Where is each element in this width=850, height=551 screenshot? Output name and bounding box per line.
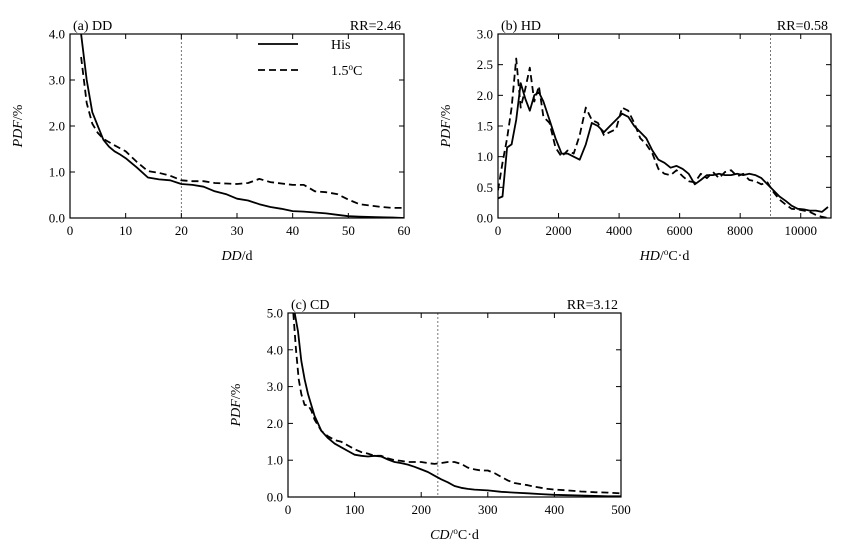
rr-label: RR=0.58 [777,19,828,34]
y-tick-label: 3.0 [477,27,493,42]
plot-frame [287,312,622,498]
x-tick-label: 300 [478,502,498,517]
x-axis-label: CD/oC·d [430,526,479,543]
y-axis-label: PDF/% [11,104,26,148]
y-tick-label: 3.0 [49,73,65,88]
x-tick-label: 6000 [667,223,693,238]
series-line-warming [80,56,404,209]
x-axis-label: DD/d [220,249,252,264]
x-tick-label: 4000 [606,223,632,238]
x-tick-label: 10000 [784,223,817,238]
x-tick-label: 400 [545,502,565,517]
series-line-his [293,313,621,497]
x-tick-label: 60 [398,223,411,238]
y-tick-label: 4.0 [49,27,65,42]
x-tick-label: 100 [345,502,365,517]
x-tick-label: 50 [342,223,355,238]
series-line-warming [292,313,621,495]
x-tick-label: 200 [411,502,431,517]
panel-title: (c) CD [291,298,330,313]
x-tick-label: 500 [611,502,631,517]
x-tick-label: 30 [231,223,244,238]
y-tick-label: 1.0 [49,165,65,180]
x-tick-label: 0 [67,223,74,238]
plot-frame [69,33,405,219]
y-tick-label: 2.0 [267,416,283,431]
y-tick-label: 2.0 [477,88,493,103]
y-tick-label: 1.0 [267,453,283,468]
y-tick-label: 0.5 [477,180,493,195]
x-tick-label: 8000 [727,223,753,238]
plot-frame [497,33,832,219]
y-tick-label: 4.0 [267,342,283,357]
legend-label-warming: 1.5oC [331,62,362,79]
x-tick-label: 2000 [546,223,572,238]
y-tick-label: 0.0 [49,211,65,226]
y-axis-label: PDF/% [439,104,454,148]
series-line-his [80,34,404,218]
legend: His 1.5oC [258,38,362,79]
y-tick-label: 2.0 [49,119,65,134]
panel-3: 0 100 200 300 400 500 0.0 1.0 2.0 3.0 4.0 5.0 (c) CD… [229,298,631,543]
panel-1: 0 10 20 30 40 50 60 0.0 1.0 2.0 3.0 4.0 (a) DD RR=2.4… [11,19,411,264]
legend-label-his: His [331,38,350,53]
y-tick-label: 1.0 [477,149,493,164]
y-axis-label: PDF/% [229,383,244,427]
series-line-warming [498,57,829,218]
y-tick-label: 2.5 [477,57,493,72]
y-tick-label: 0.0 [267,490,283,505]
series-line-his [498,82,829,213]
panel-title: (a) DD [73,19,112,34]
y-tick-label: 0.0 [477,211,493,226]
y-tick-label: 5.0 [267,306,283,321]
rr-label: RR=2.46 [350,19,401,34]
y-tick-label: 1.5 [477,119,493,134]
panel-2: 0 2000 4000 6000 8000 10000 0.0 0.5 1.0 1.5 2.0 2.5… [439,19,832,264]
x-tick-label: 40 [286,223,299,238]
y-tick-label: 3.0 [267,379,283,394]
x-tick-label: 10 [119,223,132,238]
rr-label: RR=3.12 [567,298,618,313]
x-tick-label: 0 [285,502,292,517]
x-tick-label: 20 [175,223,188,238]
x-axis-label: HD/oC·d [639,247,690,264]
panel-title: (b) HD [501,19,541,34]
x-tick-label: 0 [495,223,502,238]
